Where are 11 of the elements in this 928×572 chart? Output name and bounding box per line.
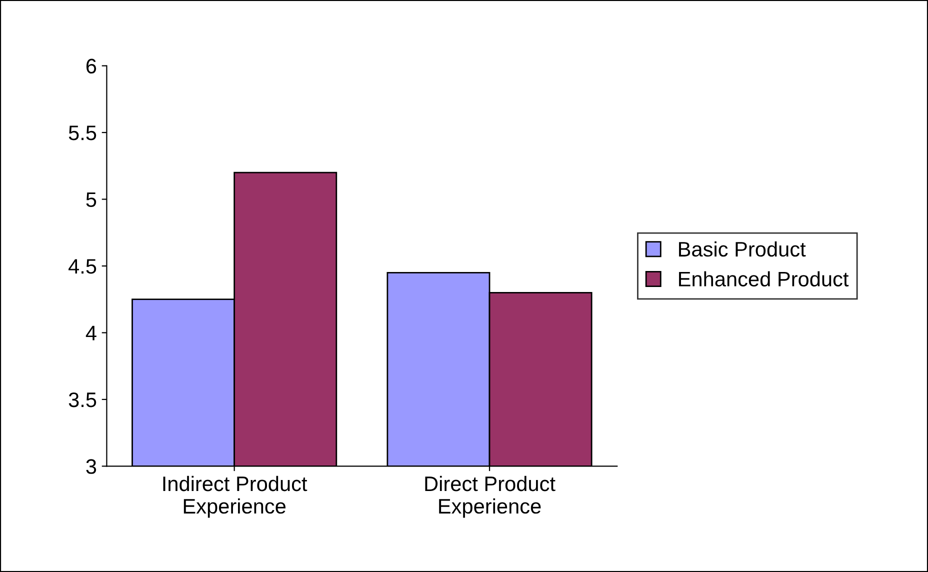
y-tick-label: 3 xyxy=(86,459,96,474)
x-tick-label: Direct Product Experience xyxy=(425,476,556,518)
y-tick-label: 4 xyxy=(86,326,96,340)
x-tick-label: Indirect Product Experience xyxy=(163,476,308,518)
y-tick-label: 3.5 xyxy=(68,392,96,408)
y-tick-label: 6 xyxy=(86,58,96,74)
y-tick-label: 4.5 xyxy=(68,259,96,274)
legend-label: Enhanced Product xyxy=(679,271,849,286)
y-tick-label: 5 xyxy=(86,192,96,207)
legend-label: Basic Product xyxy=(679,241,806,257)
y-tick-label: 5.5 xyxy=(68,126,96,140)
